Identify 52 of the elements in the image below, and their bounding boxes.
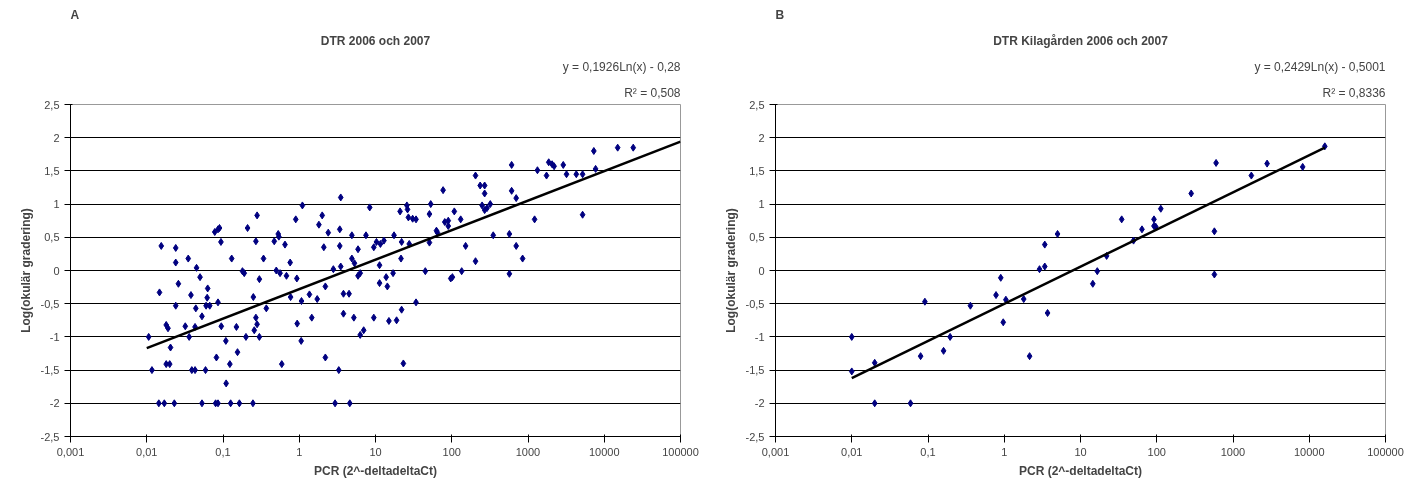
y-tick-label: 0: [53, 264, 60, 277]
x-tick-label: 0,01: [841, 445, 863, 458]
x-tick-label: 100000: [662, 445, 699, 458]
chart-title: DTR 2006 och 2007: [320, 33, 431, 48]
x-axis-title: PCR (2^-deltadeltaCt): [313, 463, 438, 478]
x-tick-label: 100: [1147, 445, 1166, 458]
y-tick-label: 2: [758, 131, 765, 144]
text: A: [70, 7, 80, 22]
y-tick-label: 2: [53, 131, 60, 144]
x-tick-label: 0,1: [215, 445, 231, 458]
x-tick-label: 1: [1001, 445, 1008, 458]
y-tick-label: -1,5: [40, 364, 60, 377]
y-tick-label: -2: [754, 397, 765, 410]
x-axis-title: PCR (2^-deltadeltaCt): [1018, 463, 1143, 478]
y-tick-label: 2,5: [749, 98, 765, 111]
y-tick-label: 1: [758, 198, 765, 211]
x-tick-label: 0,001: [761, 445, 790, 458]
y-tick-label: -2,5: [40, 430, 60, 443]
x-tick-label: 100000: [1367, 445, 1404, 458]
y-tick-label: -0,5: [745, 297, 765, 310]
text: R² = 0,508: [624, 85, 681, 100]
chart-title: DTR Kilagården 2006 och 2007: [993, 33, 1169, 48]
y-tick-label: 1: [53, 198, 60, 211]
text: y = 0,1926Ln(x) - 0,28: [562, 59, 681, 74]
y-tick-label: 0,5: [749, 231, 765, 244]
x-tick-label: 1: [296, 445, 303, 458]
y-tick-label: 0,5: [44, 231, 60, 244]
y-tick-label: -1,5: [745, 364, 765, 377]
x-tick-label: 0,001: [56, 445, 85, 458]
y-tick-label: -2,5: [745, 430, 765, 443]
y-axis-title: Log(okulär gradering): [723, 208, 738, 333]
x-tick-label: 100: [442, 445, 461, 458]
x-tick-label: 0,01: [136, 445, 158, 458]
y-tick-label: -1: [49, 330, 60, 343]
x-tick-label: 1000: [1220, 445, 1246, 458]
x-tick-label: 0,1: [920, 445, 936, 458]
y-tick-label: 1,5: [44, 164, 60, 177]
x-tick-label: 10000: [1293, 445, 1325, 458]
y-tick-label: 0: [758, 264, 765, 277]
text: R² = 0,8336: [1322, 85, 1386, 100]
y-axis-title: Log(okulär gradering): [18, 208, 33, 333]
y-tick-label: -2: [49, 397, 60, 410]
y-tick-label: 1,5: [749, 164, 765, 177]
text: y = 0,2429Ln(x) - 0,5001: [1254, 59, 1386, 74]
text: B: [775, 7, 785, 22]
x-tick-label: 10: [1074, 445, 1087, 458]
y-tick-label: -1: [754, 330, 765, 343]
x-tick-label: 10000: [588, 445, 620, 458]
y-tick-label: -0,5: [40, 297, 60, 310]
x-tick-label: 1000: [515, 445, 541, 458]
y-tick-label: 2,5: [44, 98, 60, 111]
x-tick-label: 10: [369, 445, 382, 458]
